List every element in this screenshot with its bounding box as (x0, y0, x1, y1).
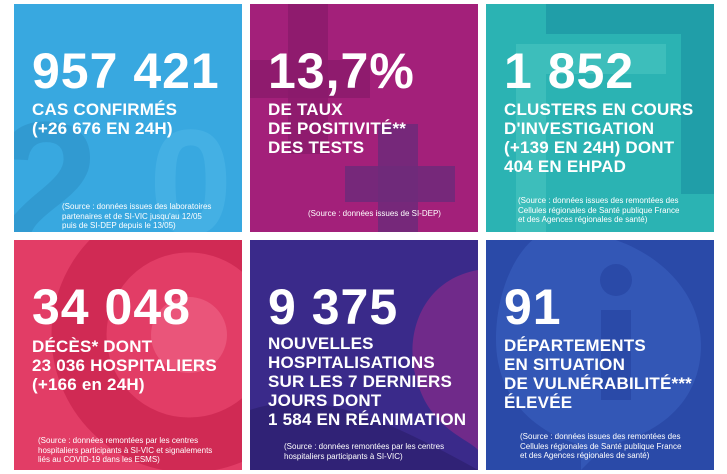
source-line: (Source : données remontées par les cent… (38, 436, 199, 445)
source-line: (Source : données issues de SI-DEP) (308, 209, 441, 218)
source-line: Cellules régionales de Santé publique Fr… (518, 205, 680, 215)
description-line: 1 584 EN RÉANIMATION (268, 410, 467, 430)
description-line: 23 036 HOSPITALIERS (32, 356, 217, 376)
clusters-description: CLUSTERS EN COURS D'INVESTIGATION (+139 … (504, 100, 693, 176)
description-line: DE TAUX (268, 100, 343, 119)
description-line: NOUVELLES (268, 334, 374, 353)
tile-positivity-rate: 13,7% DE TAUX DE POSITIVITÉ** DES TESTS … (250, 4, 478, 232)
hospitalisations-source: (Source : données remontées par les cent… (284, 442, 444, 461)
source-line: hospitaliers participants à SI-VIC et si… (38, 445, 213, 455)
source-line: (Source : données issues des remontées d… (520, 432, 681, 441)
svg-text:0: 0 (149, 98, 232, 232)
description-line: DÉCÈS* DONT (32, 337, 153, 356)
positivity-rate-description: DE TAUX DE POSITIVITÉ** DES TESTS (268, 100, 406, 157)
confirmed-cases-source: (Source : données issues des laboratoire… (62, 202, 211, 231)
description-line: CAS CONFIRMÉS (32, 100, 178, 119)
description-line: CLUSTERS EN COURS (504, 100, 694, 119)
tile-deaths: 34 048 DÉCÈS* DONT 23 036 HOSPITALIERS (… (14, 240, 242, 470)
description-line: DES TESTS (268, 138, 365, 158)
source-line: puis de SI-DEP depuis le 13/05) (62, 221, 176, 231)
source-line: et des Agences régionales de santé) (520, 451, 650, 461)
decorative-cross-graphic (250, 4, 455, 232)
description-line: (+26 676 EN 24H) (32, 119, 173, 139)
description-line: DE VULNÉRABILITÉ*** (504, 374, 692, 394)
confirmed-cases-value: 957 421 (32, 43, 220, 99)
description-line: (+166 en 24H) (32, 375, 145, 395)
decorative-blob-graphic (250, 270, 478, 470)
tile-hospitalisations: 9 375 NOUVELLES HOSPITALISATIONS SUR LES… (250, 240, 478, 470)
description-line: HOSPITALISATIONS (268, 353, 435, 373)
decorative-info-bubble-graphic (496, 240, 701, 470)
clusters-source: (Source : données issues des remontées d… (518, 196, 679, 225)
departments-source: (Source : données issues des remontées d… (520, 432, 681, 461)
source-line: hospitaliers participants à SI-VIC) (284, 451, 403, 461)
source-line: partenaires et de SI-VIC jusqu'au 12/05 (62, 211, 202, 221)
source-line: et des Agences régionales de santé) (518, 215, 648, 225)
departments-description: DÉPARTEMENTS EN SITUATION DE VULNÉRABILI… (504, 336, 692, 412)
decorative-digits-graphic: 2 0 (14, 83, 232, 232)
positivity-rate-value: 13,7% (268, 43, 415, 99)
source-line: (Source : données remontées par les cent… (284, 442, 445, 451)
description-line: DÉPARTEMENTS (504, 336, 646, 355)
source-line: liés au COVID-19 dans les ESMS) (38, 455, 160, 465)
description-line: JOURS DONT (268, 391, 382, 411)
deaths-description: DÉCÈS* DONT 23 036 HOSPITALIERS (+166 en… (32, 337, 217, 394)
description-line: D'INVESTIGATION (504, 119, 655, 139)
description-line: 404 EN EHPAD (504, 157, 627, 177)
deaths-value: 34 048 (32, 279, 191, 335)
confirmed-cases-description: CAS CONFIRMÉS (+26 676 EN 24H) (32, 100, 177, 138)
deaths-source: (Source : données remontées par les cent… (38, 436, 212, 465)
tile-departments: 91 DÉPARTEMENTS EN SITUATION DE VULNÉRAB… (486, 240, 714, 470)
svg-text:2: 2 (14, 83, 100, 232)
decorative-bracket-graphic (516, 4, 714, 232)
source-line: (Source : données issues des remontées d… (518, 196, 679, 205)
tile-clusters: 1 852 CLUSTERS EN COURS D'INVESTIGATION … (486, 4, 714, 232)
hospitalisations-description: NOUVELLES HOSPITALISATIONS SUR LES 7 DER… (268, 334, 466, 429)
clusters-value: 1 852 (504, 43, 635, 99)
positivity-rate-source: (Source : données issues de SI-DEP) (308, 209, 441, 219)
departments-value: 91 (504, 279, 562, 335)
description-line: EN SITUATION (504, 355, 626, 375)
description-line: ÉLEVÉE (504, 393, 573, 413)
decorative-ring-graphic (51, 240, 242, 470)
description-line: SUR LES 7 DERNIERS (268, 372, 453, 392)
description-line: DE POSITIVITÉ** (268, 119, 407, 139)
tile-confirmed-cases: 2 0 957 421 CAS CONFIRMÉS (+26 676 EN 24… (14, 4, 242, 232)
source-line: Cellules régionales de Santé publique Fr… (520, 441, 682, 451)
hospitalisations-value: 9 375 (268, 279, 399, 335)
source-line: (Source : données issues des laboratoire… (62, 202, 212, 211)
description-line: (+139 EN 24H) DONT (504, 138, 675, 158)
